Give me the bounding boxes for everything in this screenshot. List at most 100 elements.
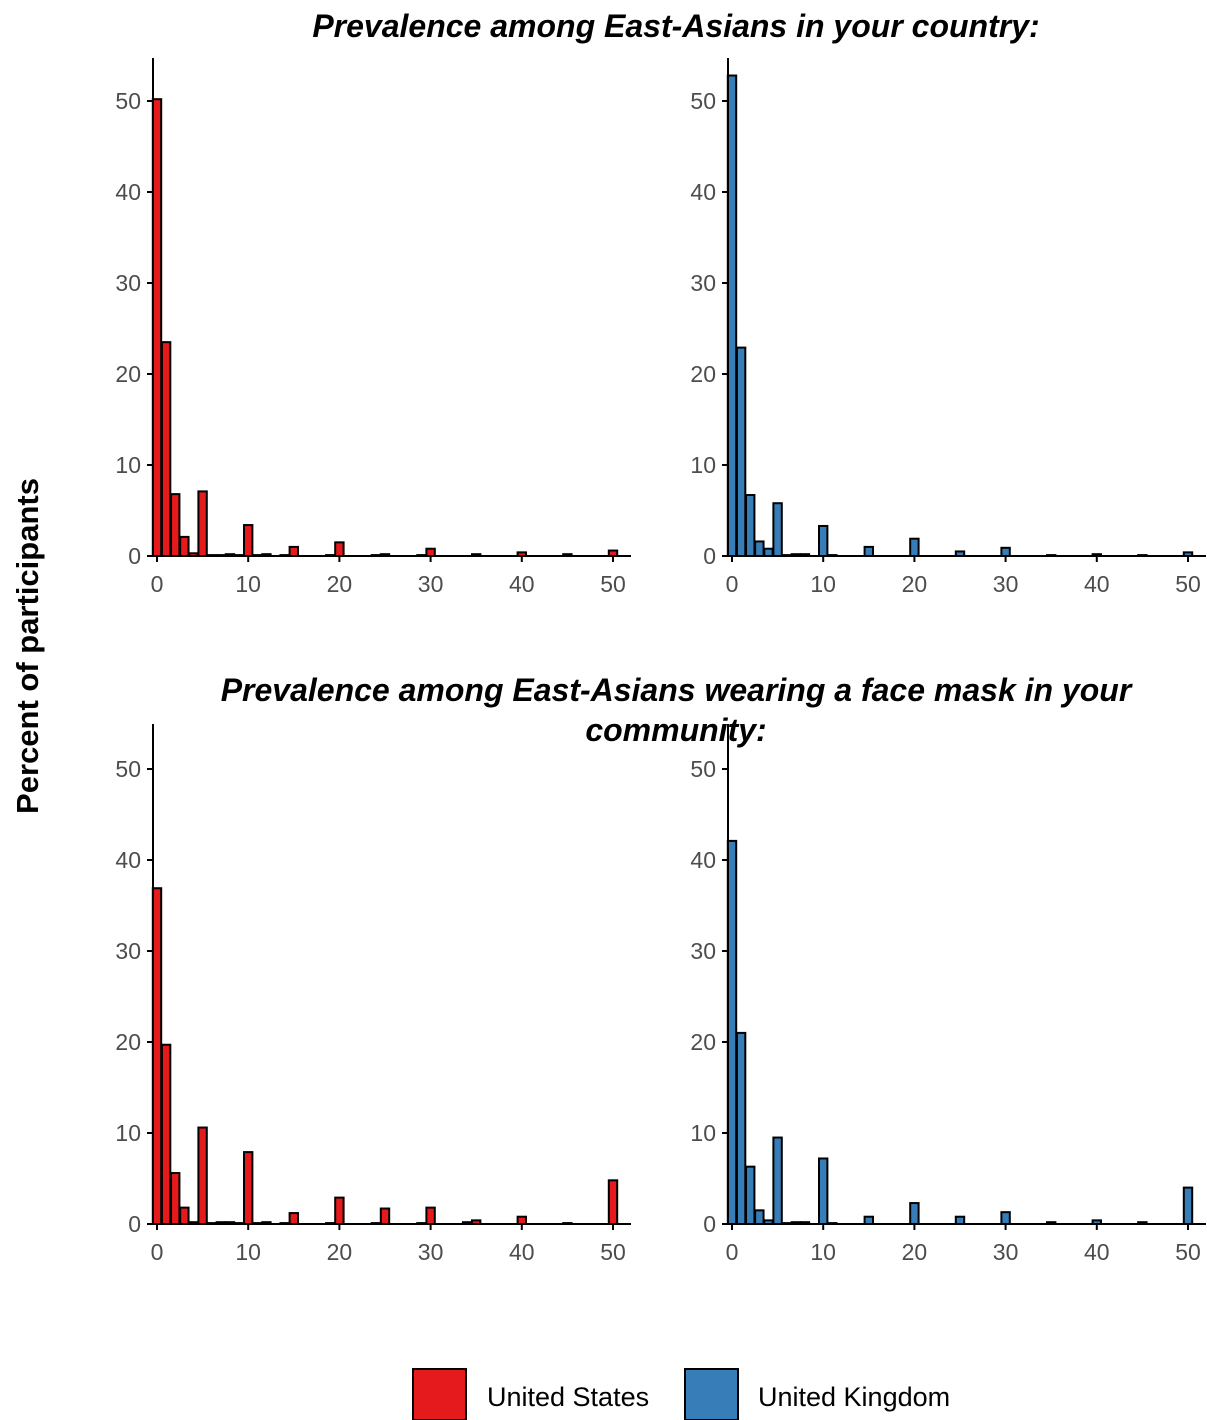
bar-x15 [863, 1215, 874, 1225]
bar-x3 [179, 535, 190, 558]
y-tick-label: 0 [703, 543, 716, 569]
bar-x20 [909, 1202, 920, 1225]
y-tick-label: 10 [690, 452, 716, 478]
y-tick-label: 20 [115, 1029, 141, 1055]
legend-label-united-states: United States [487, 1382, 649, 1412]
bar-x3 [754, 540, 765, 558]
bar-x0 [726, 74, 738, 558]
x-tick-label: 10 [235, 571, 261, 597]
y-tick-label: 0 [128, 543, 141, 569]
x-tick-label: 40 [1084, 1239, 1110, 1265]
x-tick-label: 50 [1175, 571, 1201, 597]
bar-x1 [160, 1043, 172, 1225]
x-tick-label: 20 [327, 571, 353, 597]
bar-x20 [909, 537, 920, 558]
bar-x3 [179, 1206, 190, 1225]
top-row-title: Prevalence among East-Asians in your cou… [312, 8, 1039, 44]
y-tick-label: 50 [690, 756, 716, 782]
bar-x50 [607, 1179, 619, 1225]
x-tick-label: 40 [1084, 571, 1110, 597]
bar-x15 [288, 1212, 299, 1225]
panel-us-country: 0 10 20 30 40 50 0 10 20 30 40 50 [115, 58, 631, 597]
bar-x2 [170, 493, 181, 557]
x-tick-label: 30 [993, 571, 1019, 597]
bar-x1 [735, 346, 747, 557]
bar-x30 [1000, 546, 1011, 557]
bar-x15 [288, 545, 299, 558]
x-tick-label: 0 [726, 1239, 739, 1265]
x-tick-label: 10 [810, 571, 836, 597]
x-tick-label: 30 [993, 1239, 1019, 1265]
bar-x0 [151, 887, 163, 1226]
x-tick-label: 40 [509, 571, 535, 597]
bar-x10 [818, 1157, 829, 1225]
x-tick-label: 10 [810, 1239, 836, 1265]
bar-x30 [1000, 1211, 1011, 1226]
bar-x5 [197, 490, 208, 558]
bar-x2 [170, 1172, 181, 1226]
legend: United States United Kingdom [412, 1368, 950, 1420]
y-tick-label: 40 [690, 847, 716, 873]
legend-label-united-kingdom: United Kingdom [758, 1382, 950, 1412]
bar-x0 [151, 98, 163, 558]
x-tick-label: 30 [418, 1239, 444, 1265]
bar-x0 [726, 839, 738, 1225]
y-tick-label: 30 [115, 938, 141, 964]
bar-x5 [197, 1126, 208, 1226]
bar-x25 [954, 1215, 966, 1225]
y-tick-label: 50 [690, 88, 716, 114]
y-tick-label: 50 [115, 88, 141, 114]
x-tick-label: 0 [151, 1239, 164, 1265]
panel-uk-country: 0 10 20 30 40 50 0 10 20 30 40 50 [690, 58, 1206, 597]
bar-x30 [425, 547, 436, 557]
bar-x40 [516, 1215, 527, 1225]
x-tick-label: 30 [418, 571, 444, 597]
x-tick-label: 50 [600, 1239, 626, 1265]
x-tick-label: 0 [151, 571, 164, 597]
legend-swatch-united-states [412, 1368, 467, 1420]
bar-x2 [745, 494, 756, 557]
x-tick-label: 40 [509, 1239, 535, 1265]
y-axis-label: Percent of participants [10, 478, 45, 814]
y-tick-label: 40 [115, 179, 141, 205]
y-tick-label: 50 [115, 756, 141, 782]
bar-x10 [243, 524, 254, 557]
y-tick-label: 30 [690, 938, 716, 964]
panel-us-facemask: 0 10 20 30 40 50 0 10 20 30 40 50 [115, 724, 631, 1265]
y-tick-label: 30 [115, 270, 141, 296]
bar-x50 [1182, 1186, 1194, 1225]
y-tick-label: 10 [115, 1120, 141, 1146]
x-tick-label: 20 [902, 1239, 928, 1265]
y-tick-label: 20 [690, 361, 716, 387]
bar-x15 [863, 545, 874, 558]
bar-x3 [754, 1209, 765, 1225]
y-tick-label: 10 [690, 1120, 716, 1146]
bottom-row-title-line1: Prevalence among East-Asians wearing a f… [221, 672, 1133, 708]
bar-x2 [745, 1165, 756, 1226]
legend-swatch-united-kingdom [684, 1368, 739, 1420]
panel-uk-facemask: 0 10 20 30 40 50 0 10 20 30 40 50 [690, 724, 1206, 1265]
bottom-row-title-line2: community: [585, 712, 766, 748]
x-tick-label: 0 [726, 571, 739, 597]
bar-x10 [818, 524, 829, 557]
y-tick-label: 10 [115, 452, 141, 478]
bar-x1 [735, 1031, 747, 1226]
x-tick-label: 20 [327, 1239, 353, 1265]
bar-x5 [772, 1136, 783, 1226]
bar-x20 [334, 541, 345, 557]
bar-x25 [379, 1207, 391, 1226]
bar-x30 [425, 1206, 436, 1225]
x-tick-label: 50 [600, 571, 626, 597]
y-tick-label: 40 [690, 179, 716, 205]
y-tick-label: 30 [690, 270, 716, 296]
x-tick-label: 10 [235, 1239, 261, 1265]
bar-x20 [334, 1196, 345, 1225]
y-tick-label: 20 [115, 361, 141, 387]
x-tick-label: 50 [1175, 1239, 1201, 1265]
x-tick-label: 20 [902, 571, 928, 597]
y-tick-label: 0 [128, 1211, 141, 1237]
y-tick-label: 40 [115, 847, 141, 873]
bar-x1 [160, 341, 172, 557]
bar-x10 [243, 1151, 254, 1225]
